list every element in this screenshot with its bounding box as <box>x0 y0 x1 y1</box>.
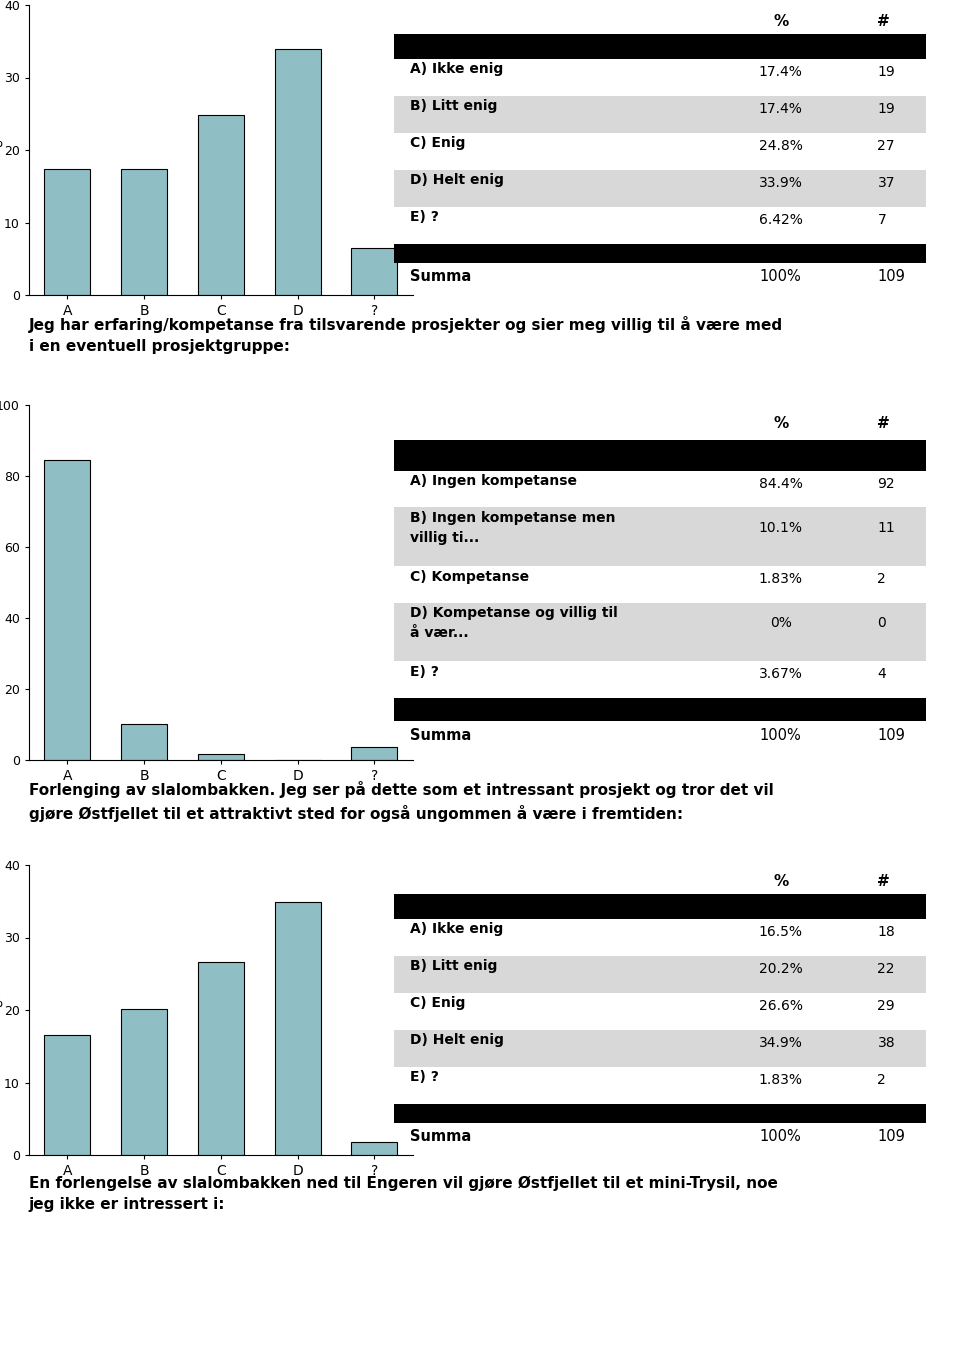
Text: C) Enig: C) Enig <box>410 996 465 1010</box>
Text: Jeg har erfaring/kompetanse fra tilsvarende prosjekter og sier meg villig til å : Jeg har erfaring/kompetanse fra tilsvare… <box>29 316 783 354</box>
Text: A) Ikke enig: A) Ikke enig <box>410 921 503 935</box>
Text: 109: 109 <box>877 269 905 284</box>
Text: 4: 4 <box>877 667 886 682</box>
Bar <box>394 34 925 59</box>
Bar <box>198 962 244 1154</box>
Text: 3.67%: 3.67% <box>758 667 803 682</box>
Text: %: % <box>773 416 788 431</box>
Text: 19: 19 <box>877 102 895 116</box>
Text: B) Litt enig: B) Litt enig <box>410 958 497 973</box>
Text: E) ?: E) ? <box>410 1070 439 1084</box>
Text: C) Kompetanse: C) Kompetanse <box>410 570 529 583</box>
Bar <box>121 724 167 761</box>
Y-axis label: %: % <box>0 996 2 1010</box>
Text: 29: 29 <box>877 999 895 1013</box>
Text: Summa: Summa <box>410 269 471 284</box>
Bar <box>198 116 244 294</box>
Text: 6.42%: 6.42% <box>758 213 803 228</box>
Text: 109: 109 <box>877 1129 905 1144</box>
Text: 1.83%: 1.83% <box>758 571 803 586</box>
Text: 84.4%: 84.4% <box>758 477 803 491</box>
Bar <box>394 170 925 207</box>
Bar <box>351 248 397 294</box>
Text: 10.1%: 10.1% <box>758 521 803 534</box>
Bar <box>394 244 925 263</box>
Bar <box>44 169 90 294</box>
Bar <box>44 1036 90 1154</box>
Text: å vær...: å vær... <box>410 627 468 641</box>
Text: Forlenging av slalombakken. Jeg ser på dette som et intressant prosjekt og tror : Forlenging av slalombakken. Jeg ser på d… <box>29 781 774 822</box>
Text: D) Helt enig: D) Helt enig <box>410 173 504 187</box>
Text: #: # <box>877 14 890 29</box>
Text: 22: 22 <box>877 962 895 976</box>
Text: En forlengelse av slalombakken ned til Engeren vil gjøre Østfjellet til et mini-: En forlengelse av slalombakken ned til E… <box>29 1176 778 1212</box>
Text: %: % <box>773 14 788 29</box>
Text: 37: 37 <box>877 176 895 189</box>
Bar <box>394 894 925 919</box>
Text: 20.2%: 20.2% <box>758 962 803 976</box>
Text: C) Enig: C) Enig <box>410 136 465 150</box>
Text: D) Kompetanse og villig til: D) Kompetanse og villig til <box>410 607 617 620</box>
Text: 0: 0 <box>877 616 886 630</box>
Text: A) Ikke enig: A) Ikke enig <box>410 61 503 75</box>
Text: 34.9%: 34.9% <box>758 1036 803 1050</box>
Bar <box>394 955 925 992</box>
Bar <box>121 1009 167 1154</box>
Text: Summa: Summa <box>410 1129 471 1144</box>
Text: 7: 7 <box>877 213 886 228</box>
Text: %: % <box>773 874 788 889</box>
Bar <box>394 507 925 566</box>
Text: 24.8%: 24.8% <box>758 139 803 153</box>
Text: 33.9%: 33.9% <box>758 176 803 189</box>
Bar <box>351 1142 397 1154</box>
Bar <box>394 698 925 721</box>
Text: 100%: 100% <box>759 269 802 284</box>
Text: 17.4%: 17.4% <box>758 102 803 116</box>
Text: B) Ingen kompetanse men: B) Ingen kompetanse men <box>410 511 615 525</box>
Text: #: # <box>877 874 890 889</box>
Bar <box>394 1030 925 1067</box>
Text: 19: 19 <box>877 64 895 79</box>
Text: 17.4%: 17.4% <box>758 64 803 79</box>
Text: 100%: 100% <box>759 728 802 743</box>
Text: D) Helt enig: D) Helt enig <box>410 1033 504 1047</box>
Text: 109: 109 <box>877 728 905 743</box>
Text: 1.83%: 1.83% <box>758 1073 803 1088</box>
Bar <box>198 754 244 761</box>
Bar <box>394 1104 925 1123</box>
Text: villig ti...: villig ti... <box>410 532 479 545</box>
Text: A) Ingen kompetanse: A) Ingen kompetanse <box>410 474 577 488</box>
Text: E) ?: E) ? <box>410 210 439 224</box>
Text: 0%: 0% <box>770 616 792 630</box>
Text: 11: 11 <box>877 521 895 534</box>
Text: 38: 38 <box>877 1036 895 1050</box>
Text: 2: 2 <box>877 1073 886 1088</box>
Y-axis label: %: % <box>0 136 2 150</box>
Bar <box>394 95 925 132</box>
Bar <box>44 461 90 761</box>
Bar <box>275 902 321 1154</box>
Text: 100%: 100% <box>759 1129 802 1144</box>
Bar <box>351 747 397 761</box>
Bar <box>394 602 925 661</box>
Text: 26.6%: 26.6% <box>758 999 803 1013</box>
Text: E) ?: E) ? <box>410 665 439 679</box>
Text: 92: 92 <box>877 477 895 491</box>
Text: 2: 2 <box>877 571 886 586</box>
Text: 18: 18 <box>877 924 895 939</box>
Bar <box>275 49 321 294</box>
Text: Summa: Summa <box>410 728 471 743</box>
Text: #: # <box>877 416 890 431</box>
Bar <box>121 169 167 294</box>
Text: 27: 27 <box>877 139 895 153</box>
Text: 16.5%: 16.5% <box>758 924 803 939</box>
Bar <box>394 440 925 470</box>
Text: B) Litt enig: B) Litt enig <box>410 98 497 113</box>
